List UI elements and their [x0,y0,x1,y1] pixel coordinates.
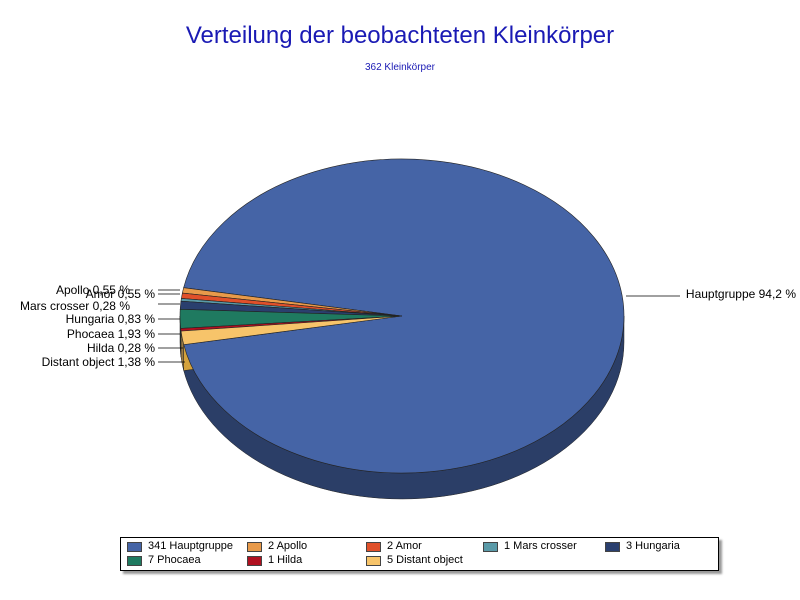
legend-label: 7 Phocaea [148,554,201,566]
slice-label-hauptgruppe: Hauptgruppe 94,2 % [686,287,796,301]
legend-item-distant-object: 5 Distant object [366,554,463,567]
legend-swatch [247,555,262,566]
legend-item-amor: 2 Amor [366,540,422,553]
slice-label-hungaria: Hungaria 0,83 % [66,312,156,326]
legend-item-hauptgruppe: 341 Hauptgruppe [127,540,233,553]
chart-legend: 341 Hauptgruppe 2 Apollo 2 Amor 1 Mars cros… [120,537,719,571]
legend-swatch [247,541,262,552]
slice-label-amor: Amor 0,55 % [86,287,156,301]
legend-item-hilda: 1 Hilda [247,554,302,567]
legend-label: 341 Hauptgruppe [148,540,234,552]
legend-swatch [366,541,381,552]
legend-item-apollo: 2 Apollo [247,540,307,553]
legend-item-mars-crosser: 1 Mars crosser [483,540,577,553]
chart-title: Verteilung der beobachteten Kleinkörper [185,22,615,49]
legend-item-phocaea: 7 Phocaea [127,554,201,567]
legend-swatch [483,541,498,552]
legend-label: 2 Apollo [268,540,308,552]
legend-swatch [127,555,142,566]
legend-swatch [605,541,620,552]
slice-label-distant-object: Distant object 1,38 % [42,355,156,369]
legend-label: 5 Distant object [387,554,463,566]
legend-label: 1 Hilda [268,554,303,566]
legend-swatch [127,541,142,552]
pie-slice-distant-object [180,315,403,345]
slice-label-mars-crosser: Mars crosser 0,28 % [20,299,130,313]
legend-label: 2 Amor [387,540,422,552]
legend-swatch [366,555,381,566]
chart-subtitle: 362 Kleinkörper [364,62,436,73]
legend-label: 1 Mars crosser [504,540,577,552]
pie-slice-hauptgruppe [183,158,625,474]
slice-label-phocaea: Phocaea 1,93 % [67,327,155,341]
legend-label: 3 Hungaria [626,540,680,552]
legend-item-hungaria: 3 Hungaria [605,540,680,553]
slice-label-apollo: Apollo 0,55 % [56,283,130,297]
slice-label-hilda: Hilda 0,28 % [87,341,155,355]
